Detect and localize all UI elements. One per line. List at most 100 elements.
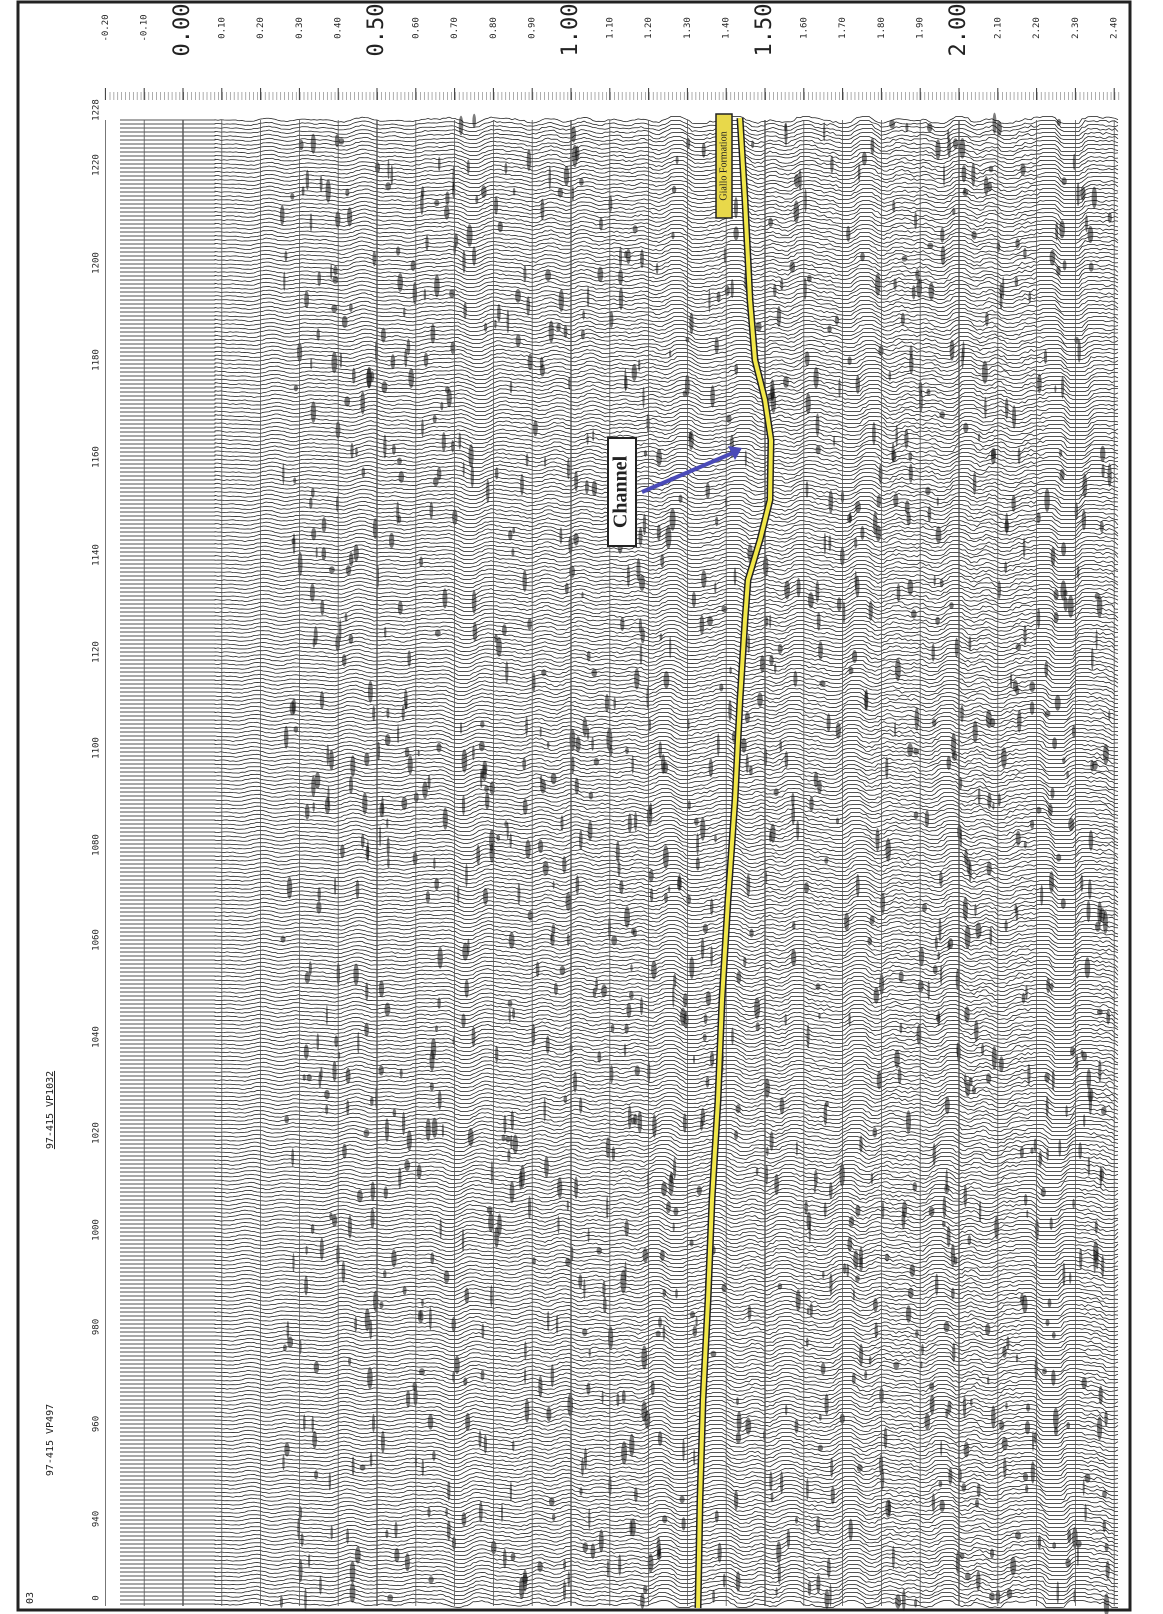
amplitude-blob: [736, 1104, 741, 1113]
amplitude-blob: [613, 697, 616, 709]
amplitude-blob: [671, 232, 674, 240]
amplitude-blob: [391, 165, 394, 185]
amplitude-blob: [791, 804, 795, 825]
amplitude-blob: [298, 552, 303, 576]
amplitude-blob: [706, 1077, 710, 1088]
amplitude-blob: [932, 1493, 935, 1512]
amplitude-blob: [418, 750, 420, 757]
amplitude-blob: [601, 984, 607, 997]
amplitude-blob: [925, 487, 930, 495]
amplitude-blob: [818, 641, 823, 660]
amplitude-blob: [437, 997, 440, 1008]
amplitude-blob: [520, 474, 524, 495]
amplitude-blob: [873, 1127, 878, 1137]
amplitude-blob: [664, 671, 670, 688]
amplitude-blob: [626, 1003, 631, 1018]
amplitude-blob: [573, 1071, 577, 1092]
amplitude-blob: [312, 1431, 317, 1448]
trace-label: 1120: [92, 641, 102, 663]
amplitude-blob: [1068, 818, 1074, 831]
amplitude-blob: [512, 527, 515, 534]
amplitude-blob: [873, 1298, 878, 1312]
amplitude-blob: [777, 306, 781, 327]
amplitude-blob: [971, 163, 975, 187]
amplitude-blob: [756, 322, 762, 332]
amplitude-blob: [892, 200, 895, 212]
amplitude-blob: [950, 340, 955, 361]
amplitude-blob: [459, 116, 463, 136]
amplitude-blob: [690, 1240, 694, 1247]
amplitude-blob: [964, 1442, 970, 1458]
amplitude-blob: [616, 1393, 619, 1406]
amplitude-blob: [350, 1561, 356, 1583]
amplitude-blob: [1024, 841, 1027, 849]
amplitude-blob: [583, 1542, 589, 1552]
amplitude-blob: [1080, 187, 1085, 201]
amplitude-blob: [417, 1165, 422, 1179]
amplitude-blob: [430, 1252, 434, 1264]
amplitude-blob: [638, 359, 640, 371]
amplitude-blob: [668, 886, 670, 892]
amplitude-blob: [454, 1356, 460, 1374]
amplitude-blob: [385, 1003, 391, 1016]
amplitude-blob: [664, 893, 668, 903]
amplitude-blob: [1078, 339, 1081, 362]
amplitude-blob: [835, 316, 839, 325]
amplitude-blob: [748, 1305, 752, 1320]
amplitude-blob: [592, 430, 594, 441]
amplitude-blob: [1056, 266, 1060, 276]
amplitude-blob: [1061, 177, 1066, 185]
amplitude-blob: [937, 497, 939, 506]
amplitude-blob: [367, 1367, 373, 1389]
amplitude-blob: [1108, 710, 1110, 720]
amplitude-blob: [773, 284, 776, 297]
amplitude-blob: [869, 601, 873, 621]
amplitude-blob: [689, 431, 694, 450]
amplitude-blob: [597, 267, 603, 282]
amplitude-blob: [547, 742, 550, 748]
amplitude-blob: [657, 1550, 662, 1560]
amplitude-blob: [908, 452, 912, 461]
amplitude-blob: [467, 224, 473, 246]
amplitude-blob: [1015, 238, 1019, 248]
amplitude-blob: [1106, 1561, 1110, 1579]
amplitude-blob: [901, 313, 905, 326]
channel-label: Channel: [610, 455, 632, 528]
amplitude-blob: [587, 286, 589, 307]
amplitude-blob: [692, 592, 696, 607]
amplitude-blob: [611, 935, 617, 945]
amplitude-blob: [320, 691, 324, 709]
amplitude-blob: [785, 1014, 787, 1026]
amplitude-blob: [821, 1363, 826, 1375]
amplitude-blob: [846, 1264, 849, 1277]
amplitude-blob: [468, 1128, 474, 1146]
amplitude-blob: [658, 1431, 663, 1446]
time-label: 0.80: [489, 17, 499, 39]
corner-label: 03: [25, 1592, 36, 1604]
amplitude-blob: [522, 1574, 528, 1584]
amplitude-blob: [859, 1136, 862, 1153]
amplitude-blob: [520, 1165, 525, 1188]
amplitude-blob: [472, 1027, 476, 1047]
amplitude-blob: [824, 533, 826, 555]
amplitude-blob: [564, 325, 568, 338]
amplitude-blob: [994, 1216, 999, 1239]
amplitude-blob: [947, 138, 951, 158]
amplitude-blob: [634, 1487, 638, 1502]
amplitude-blob: [768, 218, 773, 227]
amplitude-blob: [962, 341, 964, 360]
amplitude-blob: [710, 899, 713, 915]
amplitude-blob: [287, 1321, 290, 1340]
amplitude-blob: [1078, 1142, 1082, 1159]
amplitude-blob: [1065, 1105, 1067, 1117]
amplitude-blob: [847, 1237, 852, 1252]
trace-label: 1000: [92, 1219, 102, 1241]
amplitude-blob: [999, 1056, 1004, 1072]
trace-label: 1180: [92, 349, 102, 371]
amplitude-blob: [1054, 385, 1056, 392]
amplitude-blob: [349, 776, 353, 794]
time-label: 0.30: [295, 17, 305, 39]
amplitude-blob: [605, 694, 609, 712]
amplitude-blob: [855, 1205, 860, 1217]
amplitude-blob: [760, 655, 765, 672]
